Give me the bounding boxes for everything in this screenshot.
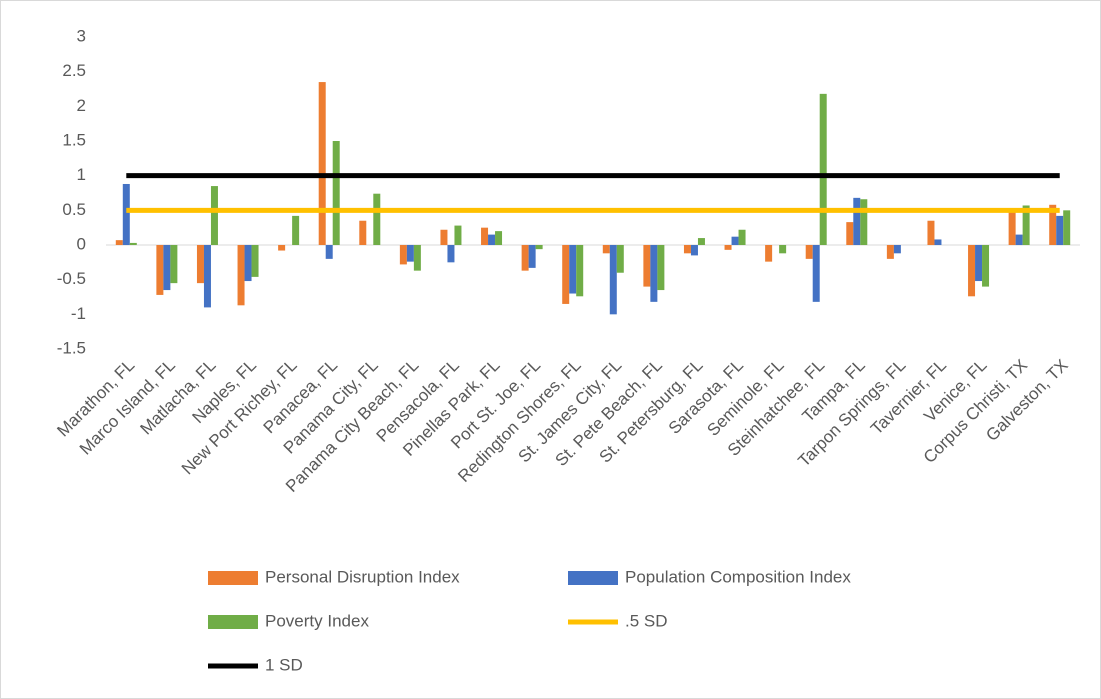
bar (934, 239, 942, 245)
bar (562, 245, 570, 304)
legend-label: Personal Disruption Index (265, 567, 460, 586)
bar (521, 245, 529, 271)
y-tick-label: 0 (77, 234, 86, 253)
bar (1008, 210, 1016, 245)
bar (812, 245, 820, 302)
bar (440, 229, 448, 245)
y-tick-label: 3 (77, 26, 86, 45)
bar (846, 222, 854, 245)
bar (738, 229, 746, 245)
bar (454, 225, 462, 245)
bar (805, 245, 813, 259)
bar (210, 186, 218, 245)
bar (609, 245, 617, 315)
legend-label: Population Composition Index (625, 567, 851, 586)
bar (968, 245, 976, 297)
bar (927, 220, 935, 245)
bar (163, 245, 171, 291)
bar (488, 234, 496, 245)
y-tick-label: -1 (71, 304, 86, 323)
y-tick-label: -1.5 (57, 338, 86, 357)
bar (683, 245, 691, 254)
bar (332, 141, 340, 245)
bar (643, 245, 651, 287)
bar (495, 231, 503, 245)
bar (779, 245, 787, 254)
legend-label: Poverty Index (265, 611, 369, 630)
bar (765, 245, 773, 262)
legend-swatch (208, 615, 258, 629)
bar (982, 245, 990, 287)
bar (893, 245, 901, 254)
bar (697, 238, 705, 245)
bar (724, 245, 732, 250)
bar (1022, 205, 1030, 245)
bar (819, 93, 827, 245)
bar (731, 236, 739, 245)
bar (886, 245, 894, 259)
bar (650, 245, 658, 302)
bar (535, 245, 543, 250)
bar (576, 245, 584, 297)
bar (690, 245, 698, 256)
bar (278, 245, 286, 251)
y-tick-label: 0.5 (62, 200, 86, 219)
y-tick-label: 2 (77, 96, 86, 115)
y-tick-label: -0.5 (57, 269, 86, 288)
bar (860, 199, 868, 245)
bar (1049, 204, 1057, 245)
bar (129, 242, 137, 245)
bar (1063, 210, 1071, 245)
bar (156, 245, 164, 295)
bar (657, 245, 665, 291)
bar (373, 193, 381, 245)
bar (122, 183, 130, 245)
bar (1056, 215, 1064, 245)
bar (203, 245, 211, 308)
y-tick-label: 1 (77, 165, 86, 184)
bar (406, 245, 414, 262)
bar (318, 82, 326, 245)
bar (1015, 234, 1023, 245)
bar (115, 240, 123, 245)
bar (244, 245, 252, 282)
legend-label: 1 SD (265, 655, 303, 674)
bar (481, 227, 489, 245)
bar (413, 245, 421, 271)
bar (447, 245, 455, 263)
bar (251, 245, 259, 277)
legend-label: .5 SD (625, 611, 668, 630)
bar (399, 245, 407, 265)
bar (569, 245, 577, 294)
bar (975, 245, 983, 282)
bar (359, 220, 367, 245)
y-tick-label: 2.5 (62, 61, 86, 80)
bar (853, 197, 861, 245)
bar (196, 245, 204, 284)
bar (602, 245, 610, 254)
bar (237, 245, 245, 306)
bar (528, 245, 536, 268)
y-tick-label: 1.5 (62, 130, 86, 149)
bar (170, 245, 178, 284)
bar (325, 245, 333, 259)
legend-swatch (208, 571, 258, 585)
bar (292, 215, 300, 245)
bar (616, 245, 624, 273)
legend-swatch (568, 571, 618, 585)
